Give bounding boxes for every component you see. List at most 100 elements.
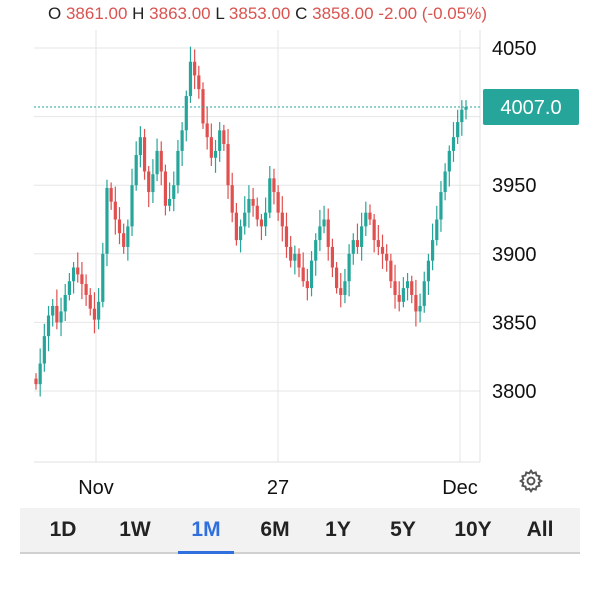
candle-body: [426, 260, 431, 282]
candle-body: [334, 267, 339, 289]
candle-body: [368, 212, 372, 220]
tab-1d[interactable]: 1D: [40, 508, 86, 552]
tab-1m[interactable]: 1M: [178, 508, 234, 554]
grid-lines: [34, 30, 481, 463]
candle-body: [134, 155, 138, 186]
candle-body: [330, 246, 335, 268]
candle-body: [180, 130, 184, 151]
candle-body: [355, 240, 360, 247]
y-tick-label: 3950: [492, 175, 537, 197]
candle-body: [105, 187, 109, 254]
candle-body: [251, 198, 255, 206]
candle-body: [431, 240, 435, 261]
candle-body: [393, 281, 397, 295]
candle-body: [238, 226, 243, 241]
candle-body: [218, 130, 222, 151]
candle-body: [38, 363, 42, 385]
candle-body: [276, 192, 280, 213]
candle-body: [71, 267, 76, 282]
candle-body: [443, 171, 447, 193]
y-tick-label: 4050: [492, 38, 537, 60]
candle-body: [126, 226, 130, 247]
candle-body: [343, 281, 347, 295]
candle-body: [435, 219, 439, 241]
open-label: O: [48, 4, 62, 23]
candle-body: [326, 219, 330, 247]
tab-label: 6M: [260, 518, 290, 541]
tab-label: 1D: [49, 518, 77, 541]
candle-body: [101, 253, 105, 302]
candle-body: [439, 192, 443, 220]
high-label: H: [132, 4, 145, 23]
x-axis-ticks: Nov 27 Dec: [78, 477, 478, 499]
tab-label: 1W: [119, 518, 151, 541]
candle-body: [284, 226, 289, 247]
candle-body: [289, 246, 293, 261]
last-price-tag: [483, 88, 579, 125]
candle-body: [59, 311, 63, 323]
tab-1w[interactable]: 1W: [108, 508, 162, 552]
candle-body: [51, 305, 55, 316]
candle-body: [92, 308, 97, 320]
tab-10y[interactable]: 10Y: [445, 508, 501, 552]
active-tab-indicator: [178, 551, 234, 554]
candle-body: [422, 281, 426, 306]
candle-body: [456, 122, 460, 138]
close-value: 3858.00: [312, 4, 374, 23]
candle-body: [122, 233, 126, 247]
candle-body: [67, 281, 71, 295]
last-price-label: 4007.0: [500, 97, 561, 119]
candle-body: [339, 288, 343, 295]
candle-body: [451, 137, 456, 151]
candle-body: [176, 150, 180, 186]
candle-body: [130, 185, 134, 227]
low-value: 3853.00: [228, 4, 291, 23]
candle-body: [138, 137, 142, 156]
candle-body: [405, 281, 410, 289]
candle-body: [272, 178, 276, 193]
candle-body: [380, 246, 385, 254]
candle-body: [259, 219, 264, 227]
candle-body: [213, 150, 218, 158]
y-tick-label: 3900: [492, 244, 537, 266]
candle-body: [201, 89, 205, 124]
gear-icon[interactable]: [518, 468, 544, 494]
tab-label: 1Y: [325, 518, 351, 541]
candle-body: [414, 294, 418, 312]
candle-body: [314, 240, 318, 261]
candle-body: [410, 281, 414, 295]
low-label: L: [215, 4, 225, 23]
candle-body: [247, 198, 251, 213]
candle-body: [397, 294, 401, 302]
candle-body: [372, 219, 376, 241]
candle-body: [63, 294, 67, 312]
tab-all[interactable]: All: [518, 508, 562, 552]
candle-body: [142, 137, 147, 172]
tab-6m[interactable]: 6M: [250, 508, 300, 552]
x-tick-label: 27: [267, 477, 289, 499]
candle-body: [447, 150, 451, 172]
candles: [34, 46, 468, 397]
candle-body: [418, 305, 422, 312]
tab-5y[interactable]: 5Y: [380, 508, 426, 552]
candle-body: [117, 219, 122, 234]
candle-body: [109, 187, 113, 202]
candle-body: [389, 260, 393, 282]
candle-body: [147, 171, 151, 193]
candle-body: [230, 185, 234, 213]
candle-body: [376, 240, 380, 247]
x-tick-label: Dec: [442, 477, 478, 499]
y-tick-label: 3850: [492, 312, 537, 334]
candle-body: [309, 260, 314, 289]
candle-body: [205, 123, 209, 138]
candle-body: [172, 185, 176, 199]
candle-body: [163, 171, 168, 206]
y-tick-label: 3800: [492, 381, 537, 403]
candle-body: [318, 226, 322, 241]
change-value: -2.00: [378, 4, 418, 23]
candle-body: [322, 219, 326, 227]
candle-body: [97, 301, 101, 320]
candle-body: [76, 267, 80, 275]
tab-1y[interactable]: 1Y: [317, 508, 359, 552]
